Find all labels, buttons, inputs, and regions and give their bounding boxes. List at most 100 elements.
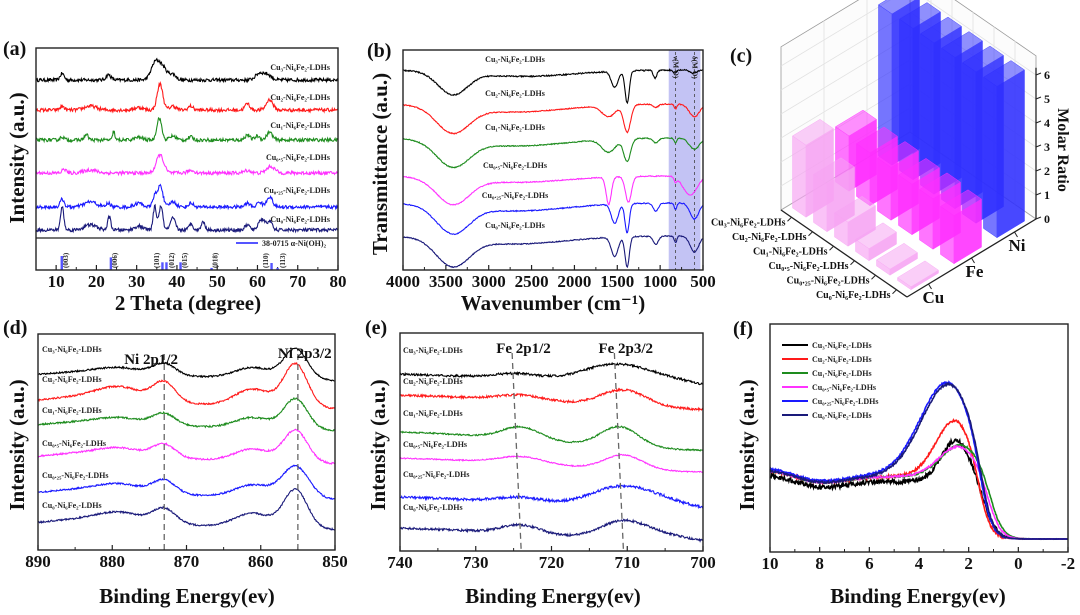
element-tick [971,257,975,264]
series-label: Cu₁-Ni₆Fe₂-LDHs [485,123,545,132]
reference-stick [161,262,164,270]
reference-hkl-label: (003) [62,252,70,268]
series-label: Cu₀.₅-Ni₆Fe₂-LDHs [42,439,106,448]
panel-label-f: (f) [733,318,753,340]
series-label: Cu₀-Ni₆Fe₂-LDHs [270,215,330,224]
z-tick-label: 5 [1044,92,1050,106]
series-label: Cu₀.₅-Ni₆Fe₂-LDHs [483,161,547,170]
bar-face-front [996,69,1025,239]
reference-stick [179,262,182,270]
bar-face-top [813,157,855,184]
chart-panel-4: 740 730 720 710 700 Cu₃-Ni₆Fe₂-LDHs Cu₂-Ni₆Fe₂… [387,332,716,572]
series-line [399,517,704,543]
series-line [37,396,336,432]
bar [855,222,897,262]
series-line [402,136,704,169]
element-label: Fe [966,262,984,281]
sample-tick [892,289,897,295]
reference-legend-label: 38-0715 α-Ni(OH)₂ [262,239,327,248]
sample-label: Cu₀.₂₅-Ni₆Fe₂-LDHs [786,275,869,286]
reference-hkl-label: (110) [262,253,270,268]
series-label: Cu₀.₅-Ni₆Fe₂-LDHs [266,153,330,162]
reference-stick [276,267,279,270]
annotation-label: ν(M-O) [672,55,680,79]
series-line [769,382,1069,540]
series-line [769,444,1068,540]
bar-face-left [898,174,913,236]
panel-label-c: (c) [730,45,752,67]
bar-face-top [856,126,898,154]
x-tick-label: 850 [322,552,348,571]
series-label: Cu₀.₂₅-Ni₆Fe₂-LDHs [42,471,108,480]
x-tick-label: 10 [48,272,65,291]
x-tick-label: 40 [168,272,185,291]
series-label: Cu₀.₅-Ni₆Fe₂-LDHs [403,440,467,449]
bar [940,189,982,265]
bar-face-top [792,119,834,146]
z-tick [1035,216,1042,220]
series-line [399,387,704,413]
series-label: Cu₁-Ni₆Fe₂-LDHs [42,406,102,415]
legend-label: Cu₀.₂₅-Ni₆Fe₂-LDHs [812,397,878,406]
panel-label-a: (a) [3,38,26,60]
x-tick-label: 60 [249,272,266,291]
legend-label: Cu₀.₅-Ni₆Fe₂-LDHs [812,383,876,392]
bar-face-left [792,135,807,218]
x-axis-title-b: Wavenumber (cm⁻¹) [461,291,645,315]
reference-stick [270,263,273,270]
series-line [400,484,704,510]
series-line [402,234,704,269]
chart-panel-3: 890 880 870 860 850 Cu₃-Ni₆Fe₂-LDHs Cu₂-Ni₆Fe₂… [25,333,348,571]
reference-hkl-label: (006) [111,252,119,268]
bar-face-top [941,31,983,58]
z-tick-label: 6 [1044,68,1050,82]
x-tick-label: -2 [1061,554,1075,573]
bar-face-top [920,16,962,44]
sample-label: Cu₀-Ni₆Fe₂-LDHs [816,290,891,301]
series-line [399,425,704,452]
bar-face-top [940,189,982,216]
bar-face-top [983,60,1025,87]
x-axis-title-e: Binding Energy(ev) [465,584,641,608]
z-tick [1035,72,1042,76]
series-label: Cu₁-Ni₆Fe₂-LDHs [403,409,463,418]
x-tick-label: 1000 [643,272,677,291]
bar-face-top [877,141,919,168]
sample-axis [780,209,908,298]
series-line [35,116,339,144]
series-line [402,201,704,236]
sample-label: Cu₀.₅-Ni₆Fe₂-LDHs [768,261,848,272]
sample-tick [850,260,855,266]
sample-tick [829,245,834,251]
z-axis-title-c: Molar Ratio [1054,108,1071,192]
annotation-label: δ(M-O) [690,56,698,79]
x-tick-label: 8 [815,554,824,573]
peak-marker-line [613,352,625,552]
y-axis-title-b: Transmittance (a.u.) [368,73,392,255]
x-tick-label: 3500 [429,272,463,291]
bar-face-top [898,158,940,185]
x-tick-label: 20 [88,272,105,291]
series-line [37,464,336,501]
y-axis-title-e: Intensity (a.u.) [366,379,390,510]
z-tick [1035,144,1042,148]
sample-label: Cu₁-Ni₆Fe₂-LDHs [753,246,828,257]
x-tick-label: 740 [387,553,413,572]
z-tick-label: 2 [1044,164,1050,178]
series-label: Cu₀-Ni₆Fe₂-LDHs [403,503,463,512]
x-tick-label: 860 [248,552,274,571]
bar-face-top [919,172,961,200]
sample-label: Cu₂-Ni₆Fe₂-LDHs [732,232,807,243]
reference-hkl-label: (101) [153,252,161,268]
series-label: Cu₃-Ni₆Fe₂-LDHs [485,55,545,64]
element-label: Cu [923,288,945,307]
series-line [35,57,339,84]
bar-face-top [835,109,877,137]
series-line [35,80,339,114]
peak-marker-label: Fe 2p3/2 [598,341,653,357]
plot-frame [769,323,1069,553]
series-line [37,347,335,382]
z-tick [1035,192,1042,196]
y-axis-title-a: Intensity (a.u.) [5,92,29,223]
reference-stick [109,257,113,270]
